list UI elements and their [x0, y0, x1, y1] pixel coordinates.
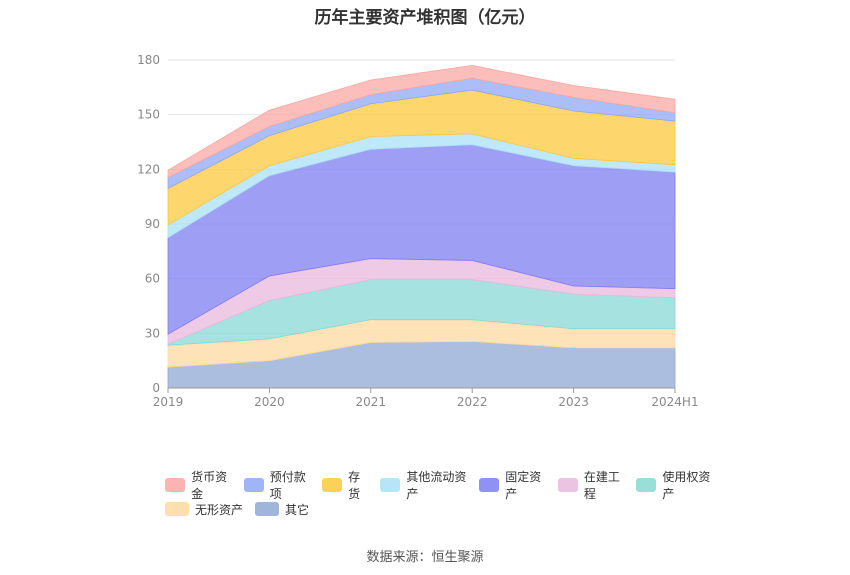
- legend-label: 使用权资产: [662, 470, 711, 501]
- legend-swatch: [165, 478, 186, 492]
- legend-swatch: [557, 478, 578, 492]
- legend-swatch: [479, 478, 500, 492]
- legend-label: 在建工程: [583, 470, 620, 501]
- x-tick-label: 2022: [457, 395, 488, 409]
- legend-item[interactable]: 无形资产: [165, 501, 243, 518]
- legend-swatch: [636, 478, 657, 492]
- legend-swatch: [243, 478, 264, 492]
- legend-swatch: [255, 502, 280, 516]
- legend-item[interactable]: 其他流动资产: [380, 468, 467, 502]
- series-area-货币资金: [167, 65, 676, 179]
- x-tick-label: 2024H1: [651, 395, 698, 409]
- legend-item[interactable]: 使用权资产: [636, 468, 713, 502]
- legend: 货币资金 预付款项 存货 其他流动资产 固定资产 在建工程 使用权资产 无形资产 其它: [165, 470, 725, 521]
- y-tick-label: 0: [152, 381, 160, 395]
- y-tick-label: 90: [145, 217, 160, 231]
- x-tick-label: 2023: [558, 395, 589, 409]
- legend-item[interactable]: 在建工程: [557, 468, 625, 502]
- legend-swatch: [165, 502, 189, 516]
- legend-swatch: [380, 478, 401, 492]
- data-source-note: 数据来源：恒生聚源: [366, 550, 484, 565]
- legend-row: 无形资产 其它: [165, 497, 725, 521]
- legend-label: 其他流动资产: [406, 470, 467, 501]
- x-tick-label: 2020: [254, 395, 285, 409]
- legend-item[interactable]: 预付款项: [243, 468, 311, 502]
- legend-item[interactable]: 存货: [322, 468, 368, 502]
- area-layer: [167, 65, 676, 389]
- chart-title: 历年主要资产堆积图（亿元）: [314, 8, 536, 28]
- y-tick-label: 150: [137, 108, 160, 122]
- y-tick-label: 30: [145, 326, 160, 340]
- legend-item[interactable]: 固定资产: [479, 468, 546, 502]
- y-tick-label: 180: [137, 53, 160, 67]
- legend-item[interactable]: 其它: [255, 501, 309, 518]
- axis-layer: 0 30 60 90 120 150 180 2019 2020 2021 2022 2023 2024…: [137, 53, 699, 409]
- legend-label: 存货: [348, 470, 361, 501]
- legend-label: 其它: [285, 502, 310, 517]
- x-tick-label: 2021: [356, 395, 387, 409]
- legend-label: 固定资产: [505, 470, 542, 501]
- y-tick-label: 60: [145, 272, 160, 286]
- legend-swatch: [322, 478, 343, 492]
- legend-item[interactable]: 货币资金: [165, 468, 232, 502]
- y-tick-label: 120: [137, 162, 160, 176]
- legend-label: 无形资产: [195, 502, 244, 517]
- legend-label: 预付款项: [269, 470, 306, 501]
- stacked-area-chart: 0 30 60 90 120 150 180 2019 2020 2021 2022 2023 2024…: [137, 53, 699, 409]
- x-tick-label: 2019: [153, 395, 184, 409]
- legend-label: 货币资金: [191, 470, 228, 501]
- legend-row: 货币资金 预付款项 存货 其他流动资产 固定资产 在建工程 使用权资产: [165, 470, 725, 501]
